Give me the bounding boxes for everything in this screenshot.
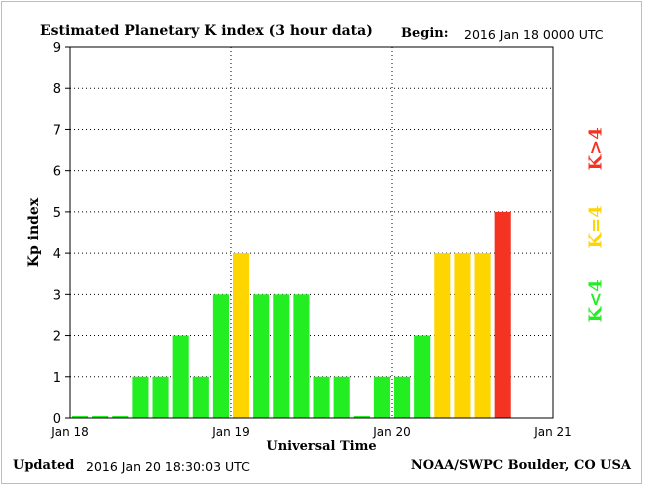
- kp-bar: [212, 294, 229, 418]
- y-axis-label: Kp index: [26, 197, 42, 267]
- begin-label: Begin:: [401, 26, 449, 41]
- kp-bar: [172, 335, 189, 418]
- y-tick-label: 5: [53, 206, 61, 221]
- y-tick-label: 7: [53, 123, 61, 138]
- kp-bar: [333, 376, 350, 418]
- kp-bar: [394, 376, 411, 418]
- source-label: NOAA/SWPC Boulder, CO USA: [410, 458, 631, 473]
- legend-item-low: K<4: [585, 279, 607, 323]
- x-tick-label: Jan 19: [211, 425, 250, 439]
- x-tick-label: Jan 20: [372, 425, 411, 439]
- kp-bar: [72, 416, 89, 418]
- kp-bar: [494, 211, 511, 418]
- kp-bar: [233, 253, 250, 418]
- kp-bar: [414, 335, 431, 418]
- kp-bar: [132, 376, 149, 418]
- legend-item-mid: K=4: [585, 205, 607, 249]
- kp-bar: [92, 416, 109, 418]
- kp-bar: [293, 294, 310, 418]
- updated-value: 2016 Jan 20 18:30:03 UTC: [86, 459, 250, 474]
- kp-bar: [273, 294, 290, 418]
- y-tick-label: 1: [53, 371, 61, 386]
- kp-bar: [253, 294, 270, 418]
- begin-value: 2016 Jan 18 0000 UTC: [464, 27, 604, 42]
- y-tick-label: 9: [53, 41, 61, 56]
- y-tick-label: 0: [53, 412, 61, 427]
- x-tick-label: Jan 21: [533, 425, 572, 439]
- kp-bar: [454, 253, 471, 418]
- y-tick-label: 3: [53, 288, 61, 303]
- kp-bar: [152, 376, 169, 418]
- y-tick-label: 6: [53, 165, 61, 180]
- y-tick-label: 4: [53, 247, 61, 262]
- legend-item-high: K>4: [585, 127, 607, 171]
- kp-bar: [373, 376, 390, 418]
- y-tick-label: 2: [53, 330, 61, 345]
- x-tick-label: Jan 18: [50, 425, 89, 439]
- legend: K>4 K=4 K<4: [576, 120, 616, 330]
- kp-bar: [112, 416, 129, 418]
- kp-bar: [313, 376, 330, 418]
- x-axis-label: Universal Time: [266, 439, 376, 454]
- updated-label: Updated: [13, 458, 75, 473]
- kp-bar: [192, 376, 209, 418]
- kp-bar: [474, 253, 491, 418]
- chart-title: Estimated Planetary K index (3 hour data…: [40, 23, 373, 39]
- plot-area-border: [69, 46, 554, 419]
- kp-bar: [353, 416, 370, 418]
- y-tick-label: 8: [53, 82, 61, 97]
- kp-bar: [434, 253, 451, 418]
